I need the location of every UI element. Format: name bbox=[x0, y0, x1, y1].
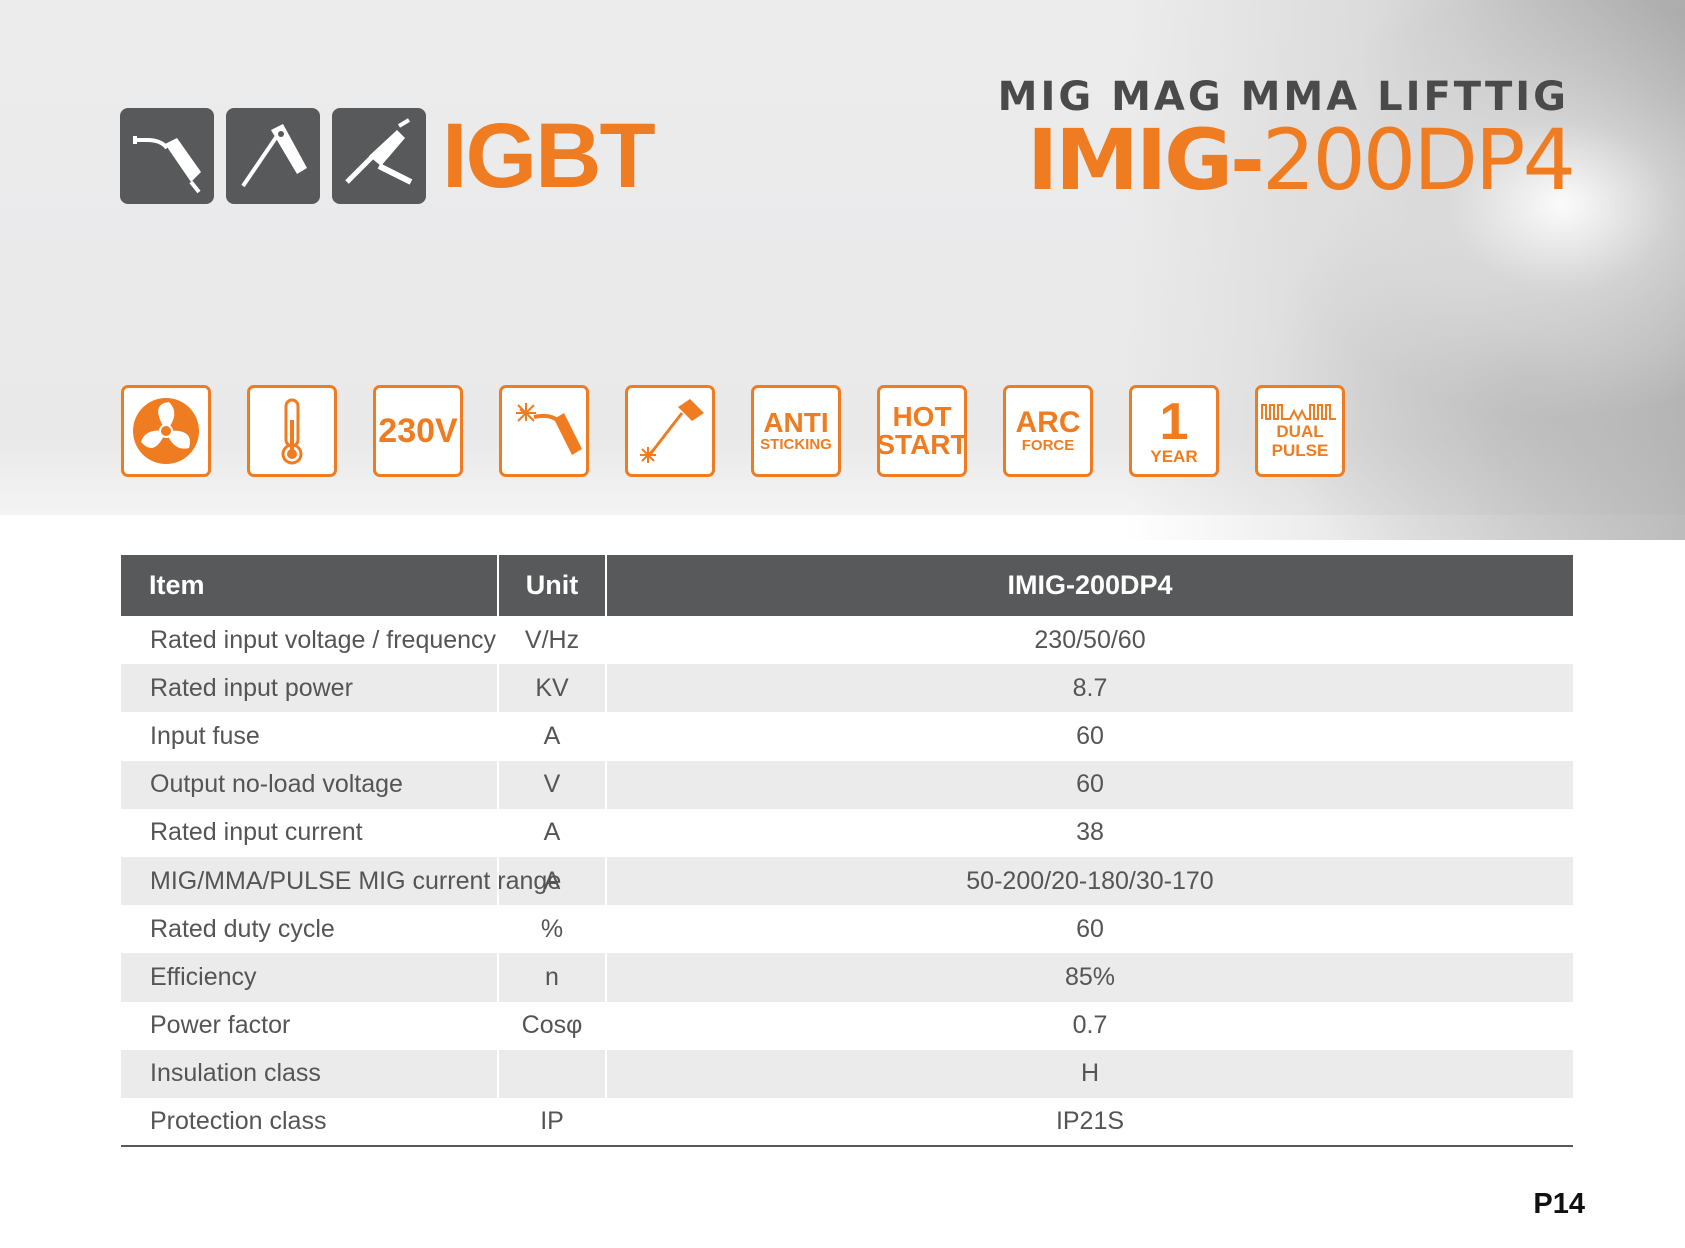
thermometer-icon bbox=[247, 385, 337, 477]
unit-cell: IP bbox=[497, 1097, 606, 1148]
mig-torch-spark-icon bbox=[499, 385, 589, 477]
header-item: Item bbox=[121, 555, 498, 616]
feature-icons: 230V ANTI STICKING HOT START ARC FORCE 1… bbox=[121, 385, 1345, 477]
mma-electrode-icon bbox=[226, 108, 320, 204]
igbt-label: IGBT bbox=[442, 105, 656, 207]
unit-cell bbox=[497, 1049, 606, 1098]
item-cell: Protection class bbox=[121, 1097, 498, 1148]
anti-label: ANTI bbox=[763, 406, 829, 438]
hot-start-badge: HOT START bbox=[877, 385, 967, 477]
value-cell: 230/50/60 bbox=[605, 616, 1573, 665]
warranty-unit: YEAR bbox=[1150, 446, 1198, 466]
pulse-wave-icon bbox=[1261, 404, 1336, 422]
page-number: P14 bbox=[1533, 1188, 1585, 1220]
value-cell: 60 bbox=[605, 905, 1573, 954]
value-cell: 8.7 bbox=[605, 664, 1573, 713]
unit-cell: A bbox=[497, 856, 606, 906]
unit-cell: A bbox=[497, 808, 606, 857]
model-prefix: IMIG- bbox=[1026, 111, 1265, 209]
model-title: IMIG-200DP4 bbox=[1027, 118, 1576, 202]
value-cell: H bbox=[605, 1049, 1573, 1098]
electrode-spark-icon bbox=[625, 385, 715, 477]
unit-cell: % bbox=[497, 905, 606, 954]
hot-label: HOT bbox=[892, 401, 952, 432]
item-cell: Insulation class bbox=[121, 1049, 498, 1098]
arc-label: ARC bbox=[1015, 405, 1081, 439]
value-cell: 60 bbox=[605, 712, 1573, 761]
process-subtitle: MIG MAG MMA LIFTTIG bbox=[997, 74, 1569, 120]
voltage-label: 230V bbox=[378, 412, 458, 450]
value-cell: 38 bbox=[605, 808, 1573, 857]
unit-cell: V bbox=[497, 760, 606, 809]
sticking-label: STICKING bbox=[760, 435, 832, 453]
warranty-number: 1 bbox=[1159, 392, 1189, 451]
anti-sticking-badge: ANTI STICKING bbox=[751, 385, 841, 477]
table-row: Insulation class H bbox=[121, 1049, 1573, 1098]
table-header: Item Unit IMIG-200DP4 bbox=[121, 555, 1573, 616]
fan-icon bbox=[121, 385, 211, 477]
value-cell: 60 bbox=[605, 760, 1573, 809]
table-row: Input fuse A 60 bbox=[121, 712, 1573, 761]
pulse-label: PULSE bbox=[1271, 441, 1329, 460]
force-label: FORCE bbox=[1021, 436, 1075, 454]
warranty-badge: 1 YEAR bbox=[1129, 385, 1219, 477]
tig-torch-icon bbox=[332, 108, 426, 204]
dual-pulse-badge: DUAL PULSE bbox=[1255, 385, 1345, 477]
item-cell: Rated duty cycle bbox=[150, 914, 335, 943]
table-row: MIG/MMA/PULSE MIG current range A 50-200… bbox=[121, 856, 1573, 906]
item-cell: Rated input voltage / frequency bbox=[150, 625, 497, 654]
table-row: Rated duty cycle % 60 bbox=[121, 905, 1573, 954]
item-cell: MIG/MMA/PULSE MIG current range bbox=[121, 856, 561, 906]
item-cell: Rated input current bbox=[150, 818, 363, 847]
table-row: Rated input current A 38 bbox=[121, 808, 1573, 857]
table-row: Power factor Cosφ 0.7 bbox=[121, 1001, 1573, 1050]
header-unit: Unit bbox=[497, 555, 606, 616]
table-row: Rated input voltage / frequency V/Hz 230… bbox=[121, 616, 1573, 665]
model-suffix: 200DP4 bbox=[1261, 111, 1576, 209]
unit-cell: V/Hz bbox=[497, 616, 606, 665]
item-cell: Output no-load voltage bbox=[121, 760, 498, 809]
item-cell: Input fuse bbox=[150, 721, 260, 750]
item-cell: Power factor bbox=[150, 1011, 291, 1040]
voltage-230v-badge: 230V bbox=[373, 385, 463, 477]
value-cell: 0.7 bbox=[605, 1001, 1573, 1050]
start-label: START bbox=[877, 429, 967, 460]
process-icons: IGBT bbox=[120, 105, 656, 207]
dual-label: DUAL bbox=[1276, 422, 1324, 442]
table-row: Output no-load voltage V 60 bbox=[121, 760, 1573, 809]
table-row: Rated input power KV 8.7 bbox=[121, 664, 1573, 713]
item-cell: Efficiency bbox=[121, 953, 498, 1002]
unit-cell: A bbox=[497, 712, 606, 761]
arc-force-badge: ARC FORCE bbox=[1003, 385, 1093, 477]
table-row: Efficiency n 85% bbox=[121, 953, 1573, 1002]
mig-torch-icon bbox=[120, 108, 214, 204]
unit-cell: KV bbox=[497, 664, 606, 713]
unit-cell: n bbox=[497, 953, 606, 1002]
value-cell: 50-200/20-180/30-170 bbox=[605, 856, 1573, 906]
unit-cell: Cosφ bbox=[497, 1001, 606, 1050]
spec-table: Item Unit IMIG-200DP4 Rated input voltag… bbox=[121, 555, 1573, 1148]
item-cell: Rated input power bbox=[121, 664, 498, 713]
value-cell: IP21S bbox=[605, 1097, 1573, 1148]
table-row: Protection class IP IP21S bbox=[121, 1097, 1573, 1148]
header-model: IMIG-200DP4 bbox=[605, 555, 1573, 616]
value-cell: 85% bbox=[605, 953, 1573, 1002]
